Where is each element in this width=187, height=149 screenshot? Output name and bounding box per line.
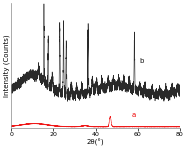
X-axis label: 2θ(°): 2θ(°)	[87, 138, 104, 146]
Y-axis label: Intensity (Counts): Intensity (Counts)	[4, 34, 10, 97]
Text: b: b	[140, 58, 144, 64]
Text: a: a	[131, 112, 136, 118]
